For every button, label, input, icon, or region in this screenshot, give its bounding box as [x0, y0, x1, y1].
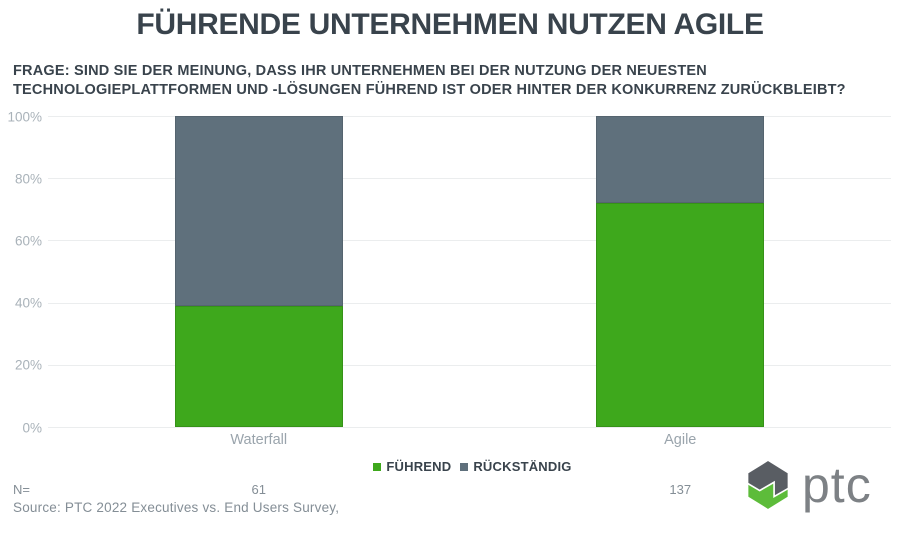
x-axis-category-label: Agile	[664, 432, 697, 448]
y-axis-tick-label: 80%	[14, 171, 42, 187]
y-axis-tick-label: 40%	[14, 295, 42, 311]
n-value-agile: 137	[669, 482, 692, 497]
bar-segment-waterfall-fuehrend	[174, 305, 343, 427]
bar-segment-waterfall-rueckstaendig	[174, 116, 343, 306]
x-axis-category-label: Waterfall	[230, 432, 288, 448]
y-axis-tick-label: 60%	[14, 233, 42, 249]
n-value-waterfall: 61	[251, 482, 266, 497]
bar-segment-agile-fuehrend	[596, 203, 765, 427]
y-axis-tick-label: 100%	[7, 109, 42, 124]
legend-label: RÜCKSTÄNDIG	[473, 459, 572, 474]
legend-item-rueckstaendig: RÜCKSTÄNDIG	[460, 459, 571, 474]
survey-question-line1: FRAGE: SIND SIE DER MEINUNG, DASS IHR UN…	[13, 63, 707, 79]
legend-item-fuehrend: FÜHREND	[373, 459, 451, 474]
y-axis-tick-label: 0%	[22, 420, 42, 435]
ptc-wordmark: ptc	[802, 457, 872, 513]
legend-swatch-icon	[373, 462, 382, 471]
gridline	[48, 116, 891, 117]
y-axis-tick-label: 20%	[14, 357, 42, 373]
chart-title: FÜHRENDE UNTERNEHMEN NUTZEN AGILE	[136, 8, 764, 41]
gridline	[48, 302, 891, 304]
sample-size-label: N=	[13, 482, 30, 497]
gridline	[48, 364, 891, 366]
ptc-logo-mark-icon	[746, 459, 790, 511]
gridline	[48, 178, 891, 180]
chart-legend: FÜHREND RÜCKSTÄNDIG	[48, 459, 897, 474]
survey-question-line2: TECHNOLOGIEPLATTFORMEN UND -LÖSUNGEN FÜH…	[13, 81, 846, 98]
ptc-logo: ptc	[742, 457, 872, 513]
legend-swatch-icon	[460, 462, 469, 471]
survey-question: FRAGE: SIND SIE DER MEINUNG, DASS IHR UN…	[13, 62, 883, 99]
source-text: Source: PTC 2022 Executives vs. End User…	[13, 500, 340, 515]
legend-label: FÜHREND	[386, 459, 452, 474]
gridline	[48, 427, 891, 428]
bar-segment-agile-rueckstaendig	[596, 116, 765, 204]
gridline	[48, 240, 891, 242]
